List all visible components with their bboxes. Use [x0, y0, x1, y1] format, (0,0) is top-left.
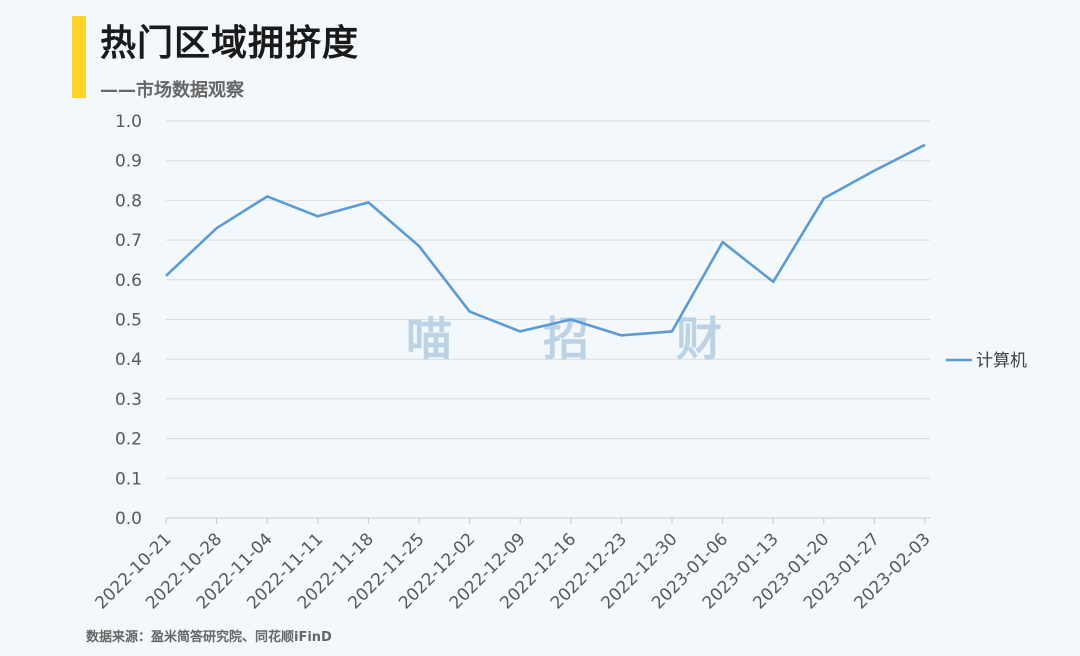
data-source-note: 数据来源：盈米简答研究院、同花顺iFinD	[86, 630, 332, 645]
y-tick-label: 0.3	[115, 390, 142, 410]
y-tick-label: 0.8	[115, 191, 142, 211]
page-subtitle: ——市场数据观察	[100, 80, 244, 101]
y-tick-label: 0.2	[115, 430, 142, 450]
y-tick-label: 0.9	[115, 152, 142, 172]
series-line	[165, 143, 926, 337]
y-tick-label: 0.1	[115, 469, 142, 489]
y-tick-label: 0.6	[115, 271, 142, 291]
y-tick-label: 0.5	[115, 311, 142, 331]
legend-label: 计算机	[976, 351, 1027, 371]
page-title: 热门区域拥挤度	[100, 23, 360, 64]
y-tick-label: 0.4	[115, 350, 142, 370]
watermark-char: 财	[676, 312, 724, 366]
title-accent-bar	[72, 16, 86, 98]
watermark-char: 喵	[406, 312, 454, 366]
y-tick-label: 1.0	[115, 112, 142, 132]
y-tick-label: 0.7	[115, 231, 142, 251]
y-tick-label: 0.0	[115, 509, 142, 529]
